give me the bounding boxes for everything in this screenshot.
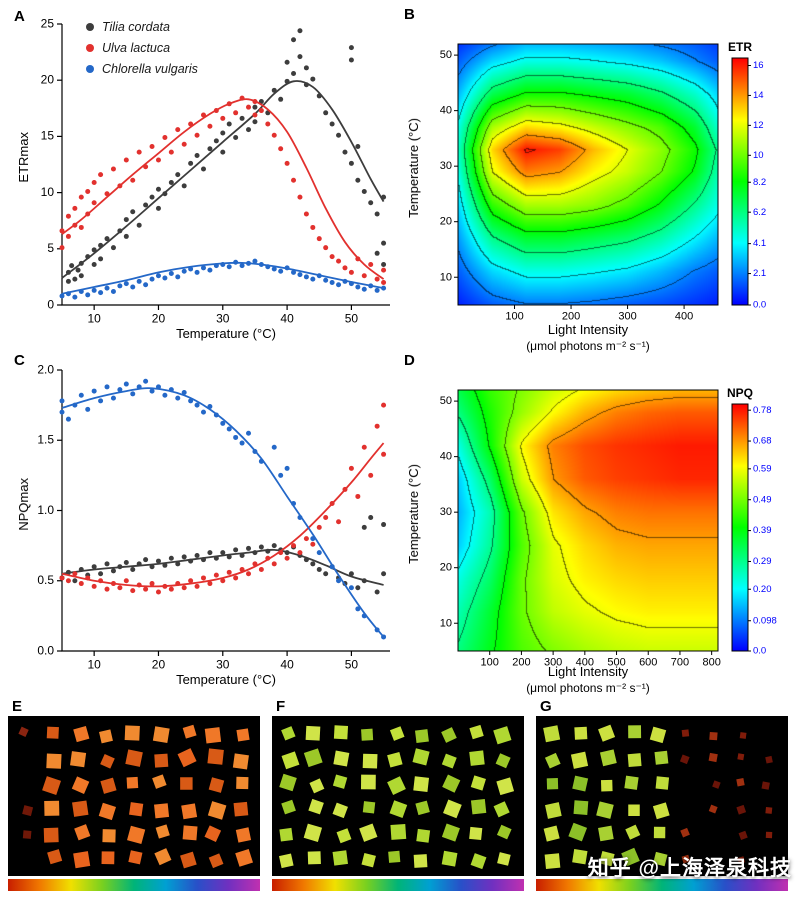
panel-b-xlabel-line1: Light Intensity xyxy=(547,322,629,337)
panel-c-canvas xyxy=(8,356,398,672)
watermark-text: 知乎 @上海泽泉科技 xyxy=(587,857,792,880)
panel-d-ylabel: Temperature (°C) xyxy=(406,464,421,564)
legend-species-name: Ulva lactuca xyxy=(102,40,171,55)
panel-a-canvas xyxy=(8,10,398,326)
panel-a-ylabel: ETRmax xyxy=(16,132,31,183)
panel-label-e: E xyxy=(12,698,23,715)
panel-b-xlabel-line2: (μmol photons m⁻² s⁻¹) xyxy=(526,339,650,353)
legend-item: Chlorella vulgaris xyxy=(86,58,198,79)
panel-d-canvas xyxy=(398,356,792,672)
panel-d-xlabel-line1: Light Intensity xyxy=(547,664,629,679)
panel-g-color-scale xyxy=(536,879,788,891)
panel-c-ylabel: NPQmax xyxy=(16,478,31,531)
legend-dot xyxy=(86,64,94,73)
panel-b-ylabel: Temperature (°C) xyxy=(406,118,421,218)
panel-label-g: G xyxy=(540,698,552,715)
panel-f-image xyxy=(272,716,524,876)
legend-item: Tilia cordata xyxy=(86,16,198,37)
legend: Tilia cordata Ulva lactuca Chlorella vul… xyxy=(86,16,198,79)
panel-f-color-scale xyxy=(272,879,524,891)
panel-b-colorbar-label: ETR xyxy=(728,40,752,54)
panel-a-xlabel: Temperature (°C) xyxy=(176,326,276,341)
legend-dot xyxy=(86,43,94,52)
legend-species-name: Chlorella vulgaris xyxy=(102,61,198,76)
panel-d-colorbar-label: NPQ xyxy=(726,386,753,400)
panel-label-f: F xyxy=(276,698,286,715)
panel-g-image xyxy=(536,716,788,876)
legend-species-name: Tilia cordata xyxy=(102,19,170,34)
legend-dot xyxy=(86,22,94,31)
panel-c-xlabel: Temperature (°C) xyxy=(176,672,276,687)
panel-d-xlabel-line2: (μmol photons m⁻² s⁻¹) xyxy=(526,681,650,695)
panel-e-color-scale xyxy=(8,879,260,891)
legend-item: Ulva lactuca xyxy=(86,37,198,58)
panel-b-canvas xyxy=(398,10,792,326)
panel-e-image xyxy=(8,716,260,876)
